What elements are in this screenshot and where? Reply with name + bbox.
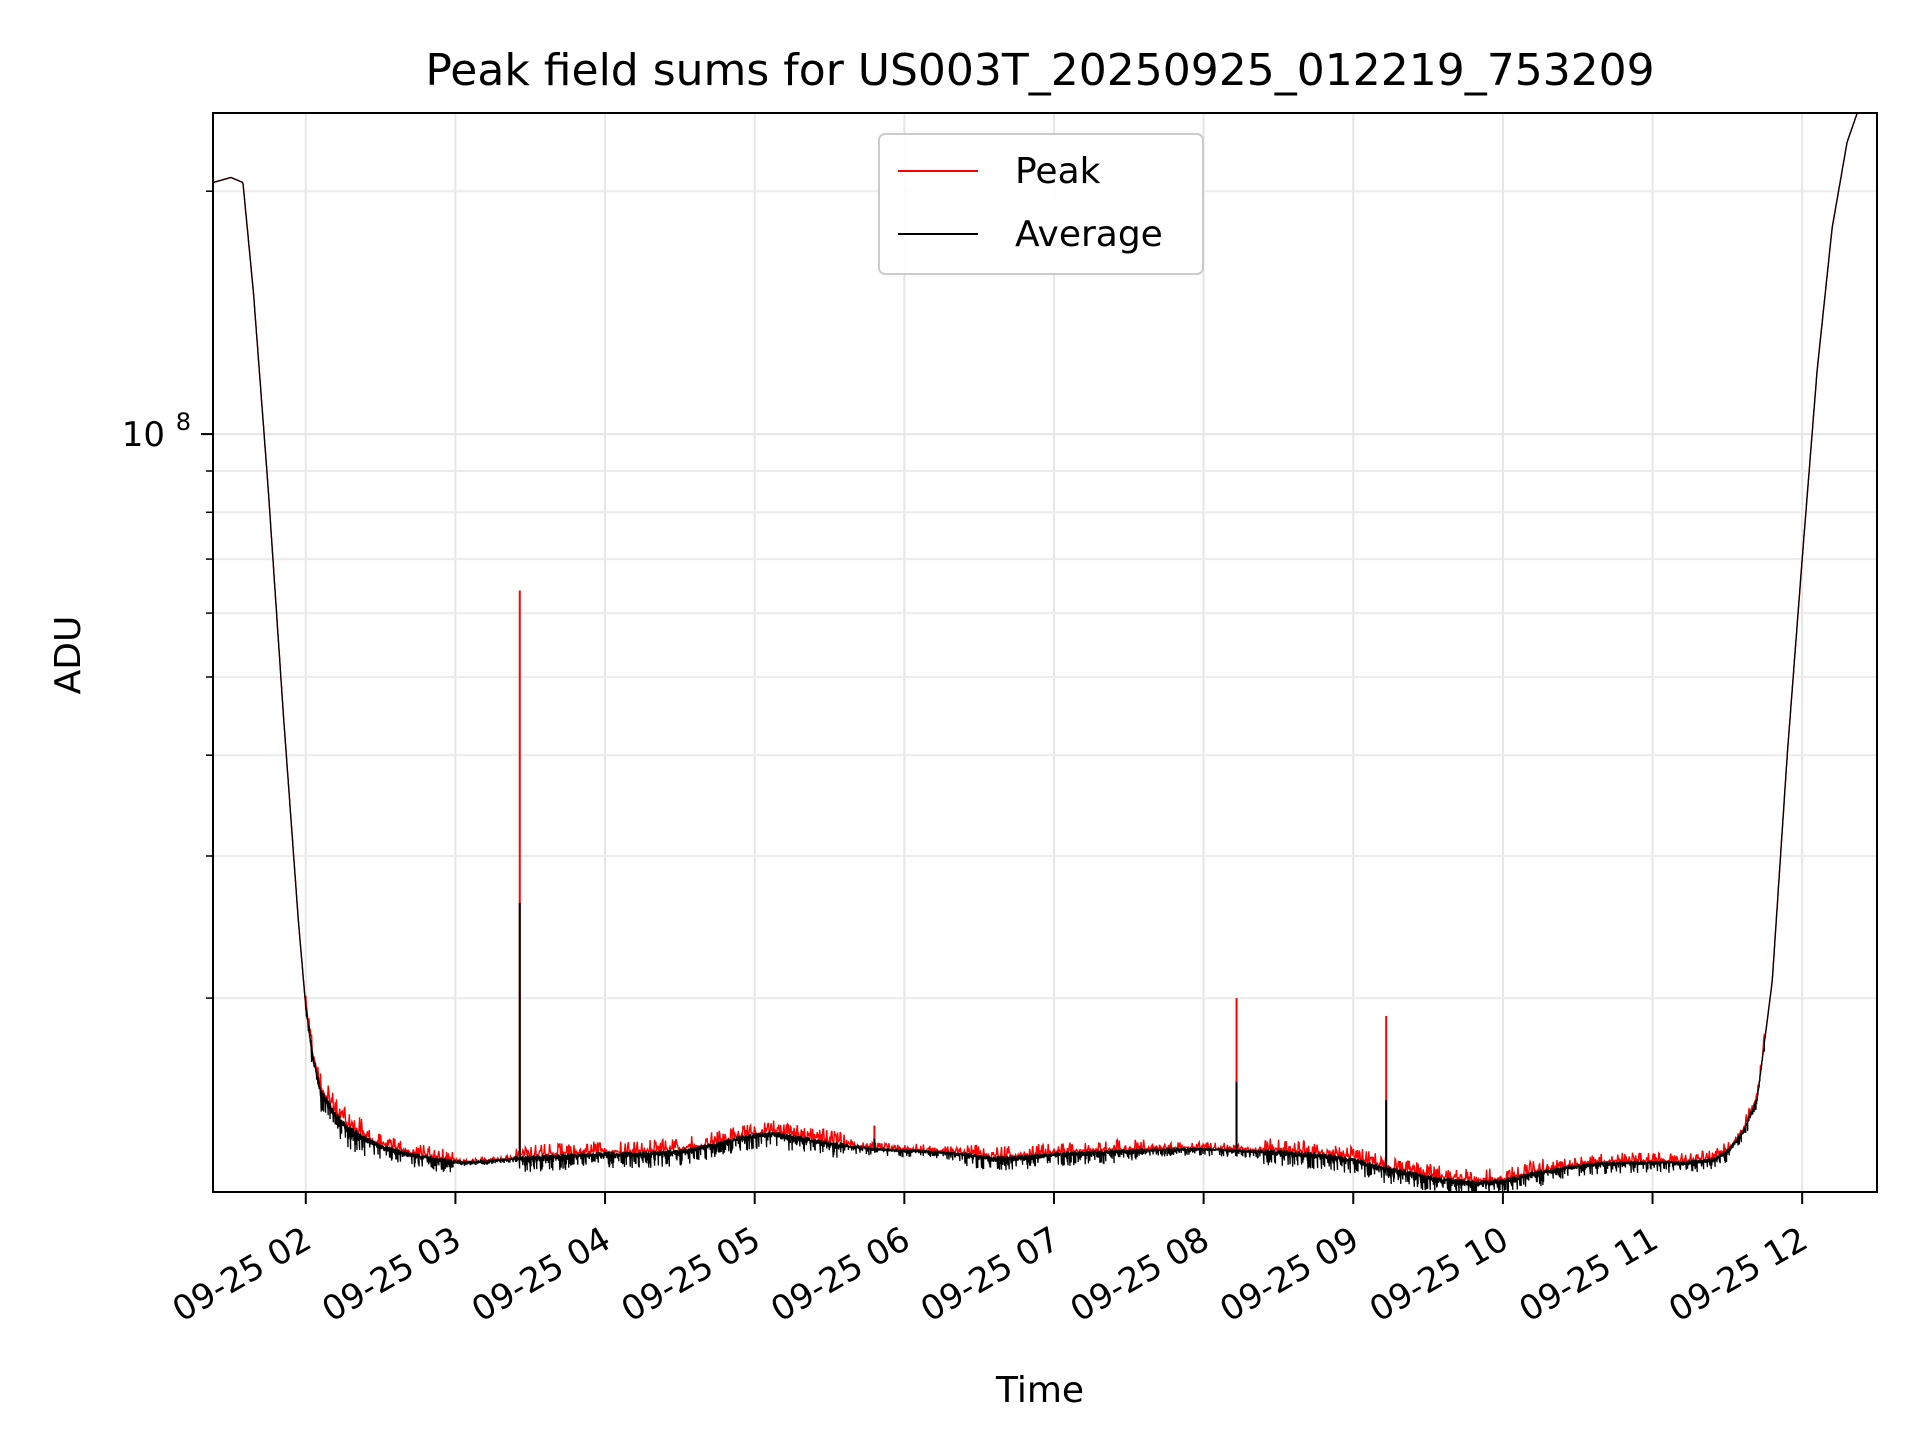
plot-area [213, 113, 1859, 1192]
y-axis-label: ADU [48, 616, 89, 695]
axes-frame [212, 112, 1878, 1193]
grid [213, 113, 1877, 1192]
legend-average-label: Average [1015, 214, 1163, 255]
legend-frame [878, 133, 1204, 275]
y-tick-exponent: 8 [176, 408, 191, 436]
legend-peak-label: Peak [1015, 151, 1101, 192]
y-axis: 10 8 [122, 190, 213, 999]
average-series-line [213, 113, 1858, 1192]
y-tick-label: 10 [122, 415, 165, 455]
legend: Peak Average [878, 133, 1204, 275]
x-axis-label: Time [995, 1370, 1084, 1411]
chart-title: Peak field sums for US003T_20250925_0122… [425, 45, 1654, 96]
